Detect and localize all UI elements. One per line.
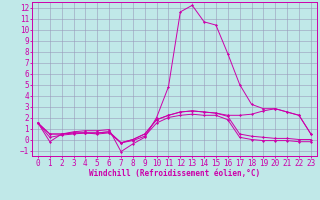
- X-axis label: Windchill (Refroidissement éolien,°C): Windchill (Refroidissement éolien,°C): [89, 169, 260, 178]
